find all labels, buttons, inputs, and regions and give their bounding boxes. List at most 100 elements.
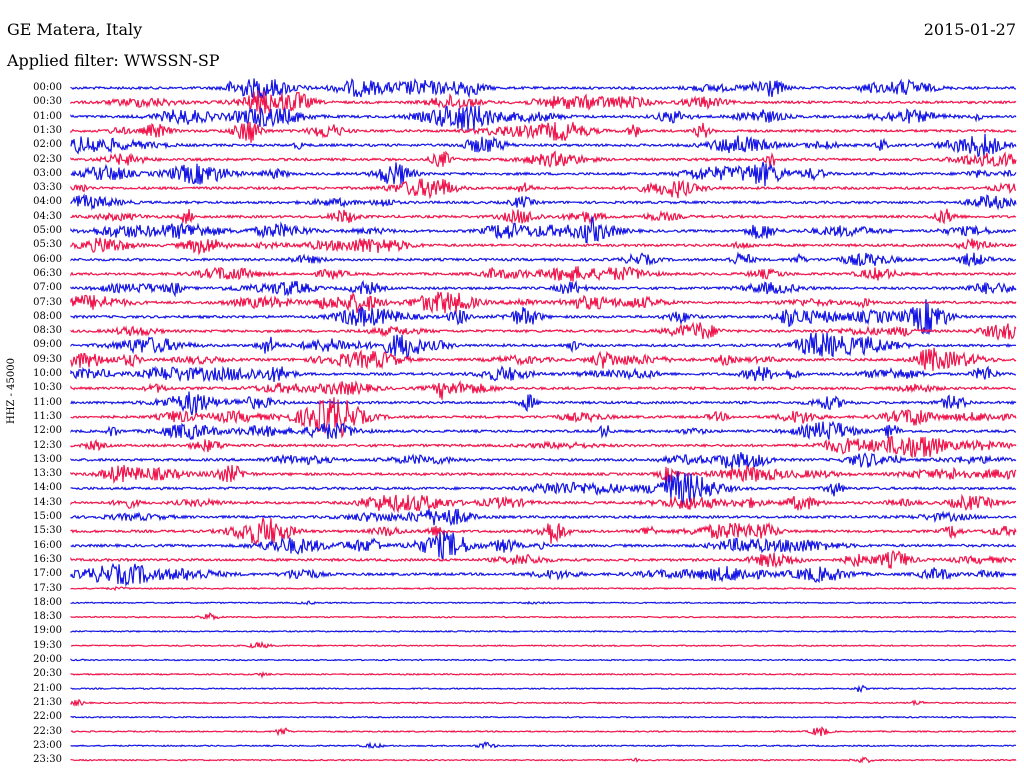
time-label: 05:00 (33, 225, 62, 236)
time-label: 23:00 (33, 739, 62, 751)
trace-line (70, 698, 1017, 707)
trace-line (70, 121, 1017, 143)
trace-line (70, 90, 1017, 115)
time-label: 06:30 (33, 267, 62, 279)
trace-line (70, 562, 1017, 588)
time-label: 05:30 (33, 239, 62, 251)
time-label: 13:30 (33, 468, 62, 480)
trace-line (70, 629, 1017, 633)
time-label: 06:00 (33, 253, 62, 265)
time-label: 19:30 (33, 639, 62, 651)
trace-line (70, 741, 1016, 750)
time-label: 03:00 (33, 167, 62, 179)
trace-line (70, 150, 1017, 169)
trace-line (70, 549, 1017, 569)
trace-line (70, 420, 1017, 441)
time-label: 18:30 (33, 611, 62, 623)
station-title: GE Matera, Italy (7, 20, 143, 39)
trace-line (70, 508, 1017, 527)
date-label: 2015-01-27 (923, 20, 1016, 39)
filter-label: Applied filter: WWSSN-SP (7, 51, 220, 70)
trace-line (70, 77, 1017, 99)
time-label: 21:00 (33, 682, 62, 694)
time-label: 22:30 (33, 725, 62, 737)
trace-line (70, 756, 1017, 764)
time-label: 11:00 (33, 396, 62, 408)
trace-line (70, 133, 1017, 158)
time-label: 01:30 (33, 124, 62, 136)
trace-line (70, 586, 1017, 592)
time-label: 08:00 (33, 310, 62, 322)
trace-line (70, 658, 1017, 662)
trace-line (70, 640, 1017, 649)
time-label: 23:30 (33, 754, 62, 766)
trace-line (70, 391, 1017, 416)
time-label: 19:00 (33, 625, 62, 637)
trace-line (70, 279, 1017, 298)
time-label: 16:30 (33, 553, 62, 565)
trace-line (70, 464, 1017, 485)
trace-line (70, 266, 1017, 282)
trace-line (70, 105, 1017, 132)
time-label: 07:30 (33, 296, 62, 308)
trace-line (70, 379, 1017, 400)
time-label: 04:00 (33, 196, 62, 208)
trace-line (70, 397, 1017, 439)
trace-line (70, 365, 1017, 383)
time-label: 14:00 (33, 482, 62, 494)
time-label: 10:00 (33, 368, 62, 379)
trace-line (70, 493, 1017, 514)
time-label: 00:30 (33, 96, 62, 108)
trace-line (70, 684, 1017, 694)
trace-line (70, 251, 1017, 268)
trace-line (70, 670, 1017, 679)
time-label: 00:00 (33, 82, 62, 93)
time-label: 10:30 (33, 382, 62, 394)
time-label: 20:30 (33, 668, 62, 680)
trace-line (70, 299, 1017, 335)
time-label: 02:00 (33, 139, 62, 151)
trace-line (70, 517, 1017, 546)
trace-line (70, 237, 1017, 256)
time-label: 03:30 (33, 182, 62, 194)
time-label: 17:30 (33, 582, 62, 594)
trace-line (70, 161, 1017, 187)
trace-line (70, 193, 1017, 211)
trace-line (70, 726, 1017, 737)
time-label: 18:00 (33, 596, 62, 608)
time-label: 09:00 (33, 339, 62, 351)
trace-line (70, 471, 1017, 506)
trace-line (70, 332, 1017, 359)
trace-line (70, 435, 1017, 459)
time-label: 13:00 (33, 453, 62, 465)
time-label: 20:00 (33, 654, 62, 665)
time-label: 02:30 (33, 153, 62, 165)
time-label: 07:00 (33, 282, 62, 294)
time-label: 22:00 (33, 711, 62, 723)
trace-line (70, 208, 1017, 225)
time-label: 04:30 (33, 210, 62, 222)
trace-line (70, 321, 1017, 342)
time-label: 11:30 (33, 410, 62, 422)
time-label: 12:00 (33, 425, 62, 437)
time-label: 21:30 (33, 696, 62, 708)
trace-line (70, 215, 1017, 244)
trace-line (70, 291, 1017, 314)
trace-line (70, 612, 1017, 621)
time-label: 17:00 (33, 568, 62, 580)
trace-line (70, 452, 1017, 470)
time-label: 15:00 (33, 511, 62, 522)
time-label: 15:30 (33, 525, 62, 537)
trace-line (70, 531, 1016, 561)
time-label: 09:30 (33, 353, 62, 365)
time-label: 01:00 (33, 110, 62, 122)
time-label: 12:30 (33, 439, 62, 451)
time-label: 14:30 (33, 496, 62, 508)
trace-line (70, 715, 1016, 719)
time-label: 16:00 (33, 539, 62, 551)
trace-line (70, 347, 1017, 371)
time-label: 08:30 (33, 325, 62, 337)
trace-line (70, 178, 1017, 200)
trace-line (70, 600, 1017, 606)
